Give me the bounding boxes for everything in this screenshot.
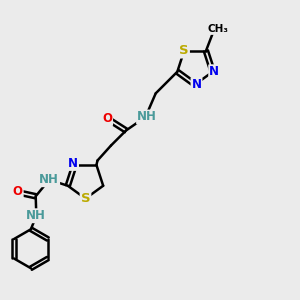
Text: S: S [81,192,90,205]
Text: N: N [191,78,202,91]
Text: N: N [68,157,78,170]
Text: N: N [209,65,219,78]
Text: O: O [102,112,112,125]
Text: NH: NH [137,110,157,124]
Text: O: O [13,184,23,198]
Text: NH: NH [39,173,59,186]
Text: S: S [179,44,189,58]
Text: NH: NH [26,209,46,222]
Text: CH₃: CH₃ [207,24,228,34]
